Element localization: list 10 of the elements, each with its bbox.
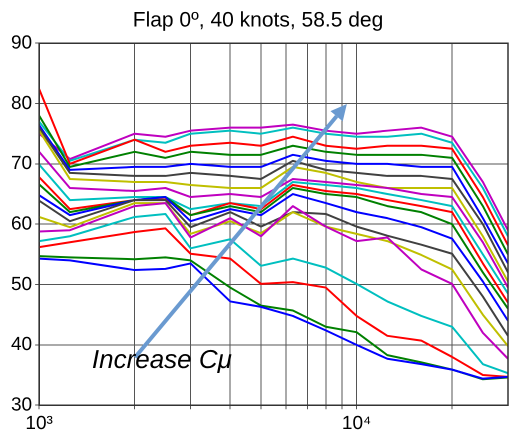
y-tick-label: 90	[10, 32, 32, 54]
x-tick-label: 10³	[25, 412, 53, 434]
x-tick-label: 10⁴	[342, 412, 372, 434]
chart-title: Flap 0º, 40 knots, 58.5 deg	[132, 8, 384, 32]
y-tick-label: 70	[10, 153, 32, 174]
y-tick-label: 30	[10, 394, 32, 416]
y-tick-label: 60	[10, 213, 32, 234]
y-tick-label: 40	[10, 334, 32, 356]
y-tick-label: 50	[10, 274, 32, 295]
y-tick-label: 80	[10, 92, 32, 114]
